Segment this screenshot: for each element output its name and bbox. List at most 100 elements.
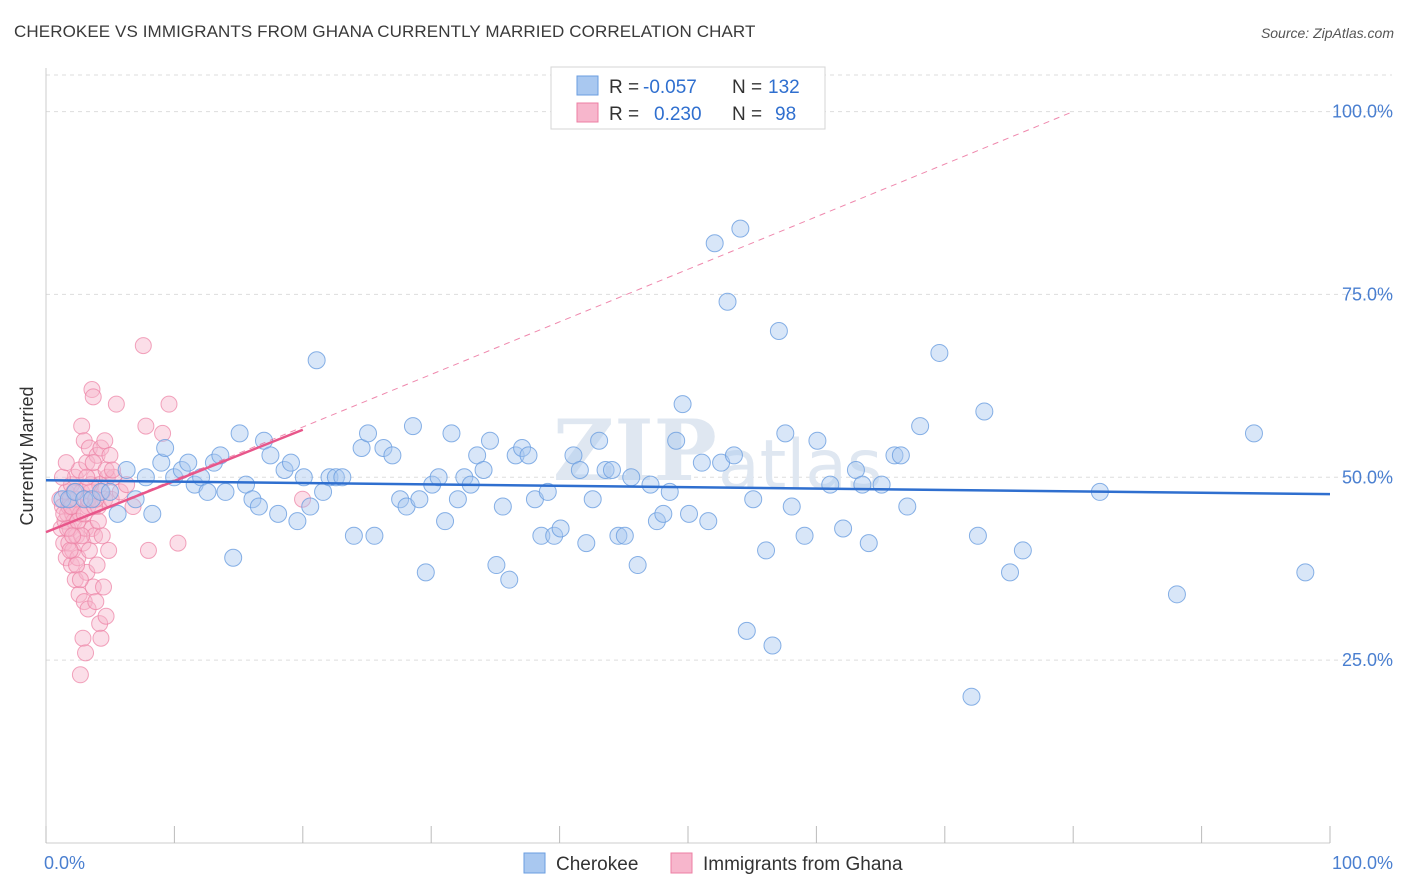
cherokee-point <box>143 504 162 523</box>
cherokee-point <box>545 526 564 545</box>
ghana-point <box>154 424 172 442</box>
cherokee-point <box>692 453 711 472</box>
legend-n-value-ghana: 98 <box>775 104 796 125</box>
cherokee-point <box>673 395 692 414</box>
cherokee-point <box>975 402 994 421</box>
cherokee-point <box>344 526 363 545</box>
ghana-point <box>84 388 102 406</box>
cherokee-point <box>448 490 467 509</box>
cherokee-point <box>782 497 801 516</box>
cherokee-point <box>602 460 621 479</box>
cherokee-point <box>1001 563 1020 582</box>
cherokee-point <box>506 446 525 465</box>
cherokee-point <box>808 431 827 450</box>
y-tick-label: 50.0% <box>1342 467 1393 487</box>
cherokee-point <box>744 490 763 509</box>
y-tick-label: 75.0% <box>1342 284 1393 304</box>
cherokee-point <box>680 504 699 523</box>
cherokee-point <box>737 621 756 640</box>
cherokee-point <box>962 687 981 706</box>
ghana-point <box>100 541 118 559</box>
cherokee-point <box>757 541 776 560</box>
cherokee-point <box>281 453 300 472</box>
ghana-point <box>111 483 129 501</box>
ghana-point <box>103 461 121 479</box>
cherokee-point <box>66 482 85 501</box>
cherokee-point <box>718 292 737 311</box>
legend-r-value-cherokee: -0.057 <box>643 77 697 98</box>
cherokee-point <box>224 548 243 567</box>
cherokee-point <box>911 417 930 436</box>
cherokee-trend-line <box>45 478 1331 496</box>
legend-box: R = -0.057 N = 132 R = 0.230 N = 98 <box>550 66 826 130</box>
cherokee-point <box>609 526 628 545</box>
ghana-point <box>83 381 101 399</box>
cherokee-point <box>307 351 326 370</box>
y-tick-label: 100.0% <box>1332 102 1393 122</box>
cherokee-points <box>53 219 1315 706</box>
cherokee-point <box>1244 424 1263 443</box>
cherokee-point <box>179 453 198 472</box>
ghana-point <box>84 578 102 596</box>
y-axis-label: Currently Married <box>17 386 37 525</box>
ghana-point <box>71 666 89 684</box>
legend-r-label: R = <box>609 104 639 125</box>
cherokee-point <box>596 460 615 479</box>
ghana-point <box>87 593 105 611</box>
cherokee-point <box>769 322 788 340</box>
cherokee-point <box>117 460 136 479</box>
cherokee-point <box>583 490 602 509</box>
cherokee-point <box>699 512 718 531</box>
cherokee-point <box>628 556 647 575</box>
cherokee-point <box>968 526 987 545</box>
ghana-point <box>97 607 115 625</box>
ghana-point <box>77 644 95 662</box>
ghana-point <box>93 527 111 545</box>
ghana-point <box>57 454 75 472</box>
trend-lines <box>45 111 1331 534</box>
cherokee-point <box>647 512 666 531</box>
cherokee-point <box>216 482 235 501</box>
cherokee-point <box>1167 585 1186 604</box>
cherokee-point <box>294 468 313 487</box>
cherokee-point <box>615 526 634 545</box>
cherokee-point <box>1296 563 1315 582</box>
cherokee-point <box>513 439 532 458</box>
ghana-point <box>294 490 312 508</box>
ghana-point <box>64 527 82 545</box>
cherokee-point <box>898 497 917 516</box>
cherokee-point <box>859 534 878 553</box>
cherokee-point <box>834 519 853 538</box>
cherokee-point <box>403 417 422 436</box>
cherokee-point <box>416 563 435 582</box>
cherokee-point <box>152 453 171 472</box>
cherokee-point <box>359 424 378 443</box>
cherokee-point <box>538 482 557 501</box>
cherokee-point <box>853 475 872 494</box>
cherokee-point <box>487 556 506 575</box>
cherokee-point <box>763 636 782 655</box>
cherokee-point <box>136 468 155 487</box>
ghana-point <box>91 615 109 633</box>
cherokee-point <box>333 468 352 487</box>
x-tick-label: 0.0% <box>44 853 85 873</box>
cherokee-point <box>654 504 673 523</box>
ghana-point <box>95 578 113 596</box>
cherokee-point <box>410 490 429 509</box>
legend-n-label: N = <box>732 77 762 98</box>
cherokee-point <box>577 534 596 553</box>
cherokee-point <box>1013 541 1032 560</box>
cherokee-point <box>243 490 262 509</box>
cherokee-point <box>885 446 904 465</box>
y-tick-label: 25.0% <box>1342 650 1393 670</box>
ghana-point <box>61 541 79 559</box>
cherokee-point <box>667 431 686 450</box>
ghana-point <box>68 527 86 545</box>
cherokee-point <box>705 234 724 253</box>
gridlines <box>46 74 1392 661</box>
source-credit[interactable]: Source: ZipAtlas.com <box>1260 25 1394 41</box>
cherokee-point <box>100 482 119 501</box>
chart-title: CHEROKEE VS IMMIGRANTS FROM GHANA CURREN… <box>14 22 756 41</box>
cherokee-point <box>288 512 307 531</box>
ghana-trend-extension <box>45 111 1074 533</box>
